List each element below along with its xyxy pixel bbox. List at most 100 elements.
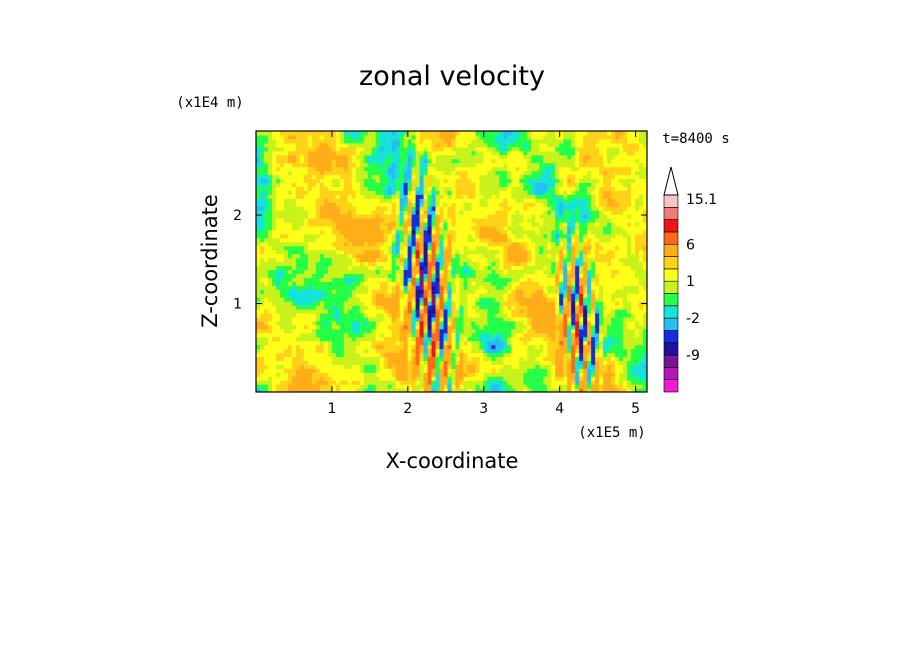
heatmap-cell <box>263 376 269 381</box>
heatmap-cell <box>391 241 397 247</box>
heatmap-cell <box>595 324 600 330</box>
heatmap-cell <box>391 344 397 350</box>
heatmap-cell <box>287 214 293 219</box>
heatmap-cell <box>347 289 353 294</box>
heatmap-cell <box>327 340 333 346</box>
heatmap-cell <box>451 218 457 223</box>
heatmap-cell <box>399 233 405 239</box>
heatmap-cell <box>339 241 345 247</box>
heatmap-cell <box>335 206 341 211</box>
heatmap-cell <box>531 229 536 235</box>
heatmap-cell <box>379 202 385 207</box>
heatmap-cell <box>363 249 369 255</box>
heatmap-cell <box>635 384 640 389</box>
heatmap-cell <box>579 360 584 365</box>
heatmap-cell <box>631 380 636 385</box>
heatmap-cell <box>495 206 500 211</box>
heatmap-cell <box>635 273 640 278</box>
heatmap-cell <box>627 297 632 302</box>
heatmap-cell <box>571 332 576 338</box>
heatmap-cell <box>419 297 425 302</box>
heatmap-cell <box>619 194 624 199</box>
heatmap-cell <box>515 281 520 286</box>
heatmap-cell <box>415 229 421 235</box>
heatmap-cell <box>623 285 628 290</box>
heatmap-cell <box>399 202 405 207</box>
heatmap-cell <box>619 214 624 219</box>
heatmap-cell <box>467 324 473 330</box>
heatmap-cell <box>627 281 632 286</box>
heatmap-cell <box>339 372 345 377</box>
heatmap-cell <box>383 372 389 377</box>
heatmap-cell <box>635 308 640 314</box>
heatmap-cell <box>515 316 520 322</box>
heatmap-cell <box>303 229 309 235</box>
heatmap-cell <box>607 241 612 247</box>
heatmap-cell <box>435 281 441 286</box>
heatmap-cell <box>495 376 500 381</box>
heatmap-cell <box>307 237 313 243</box>
heatmap-cell <box>339 229 345 235</box>
heatmap-cell <box>479 336 485 342</box>
heatmap-cell <box>447 289 453 294</box>
heatmap-cell <box>543 289 548 294</box>
heatmap-cell <box>399 241 405 247</box>
heatmap-cell <box>515 301 520 306</box>
heatmap-cell <box>607 198 612 203</box>
heatmap-cell <box>627 289 632 294</box>
heatmap-cell <box>559 241 564 247</box>
heatmap-cell <box>615 245 620 251</box>
heatmap-cell <box>419 218 425 223</box>
heatmap-cell <box>463 273 469 278</box>
heatmap-cell <box>499 332 504 338</box>
heatmap-cell <box>331 384 337 389</box>
heatmap-cell <box>507 261 512 267</box>
heatmap-cell <box>427 229 433 235</box>
heatmap-cell <box>315 269 321 274</box>
heatmap-cell <box>383 269 389 274</box>
heatmap-cell <box>619 332 624 338</box>
heatmap-cell <box>439 368 445 373</box>
heatmap-cell <box>256 237 261 243</box>
heatmap-cell <box>499 273 504 278</box>
heatmap-cell <box>347 368 353 373</box>
heatmap-cell <box>295 324 301 330</box>
heatmap-cell <box>439 305 445 310</box>
heatmap-cell <box>335 305 341 310</box>
heatmap-cell <box>603 257 608 263</box>
heatmap-cell <box>331 261 337 267</box>
heatmap-cell <box>419 261 425 267</box>
heatmap-cell <box>443 277 449 282</box>
heatmap-cell <box>547 241 552 247</box>
heatmap-cell <box>267 352 273 357</box>
heatmap-cell <box>271 190 277 195</box>
heatmap-cell <box>375 384 381 389</box>
heatmap-cell <box>451 328 457 334</box>
heatmap-cell <box>599 281 604 286</box>
heatmap-cell <box>575 229 580 235</box>
heatmap-cell <box>347 316 353 322</box>
heatmap-cell <box>367 273 373 278</box>
heatmap-cell <box>539 265 544 270</box>
heatmap-cell <box>271 210 277 215</box>
heatmap-cell <box>467 237 473 243</box>
heatmap-cell <box>607 316 612 322</box>
heatmap-cell <box>411 308 417 314</box>
heatmap-cell <box>315 312 321 318</box>
heatmap-cell <box>263 194 269 199</box>
heatmap-cell <box>571 198 576 203</box>
heatmap-cell <box>591 324 596 330</box>
heatmap-cell <box>335 312 341 318</box>
heatmap-cell <box>543 293 548 298</box>
heatmap-cell <box>607 214 612 219</box>
heatmap-cell <box>447 273 453 278</box>
heatmap-cell <box>315 210 321 215</box>
heatmap-cell <box>635 344 640 350</box>
heatmap-cell <box>519 301 524 306</box>
heatmap-cell <box>367 320 373 326</box>
heatmap-cell <box>383 241 389 247</box>
heatmap-cell <box>419 320 425 326</box>
heatmap-cell <box>431 265 437 270</box>
heatmap-cell <box>483 285 489 290</box>
heatmap-cell <box>587 253 592 259</box>
